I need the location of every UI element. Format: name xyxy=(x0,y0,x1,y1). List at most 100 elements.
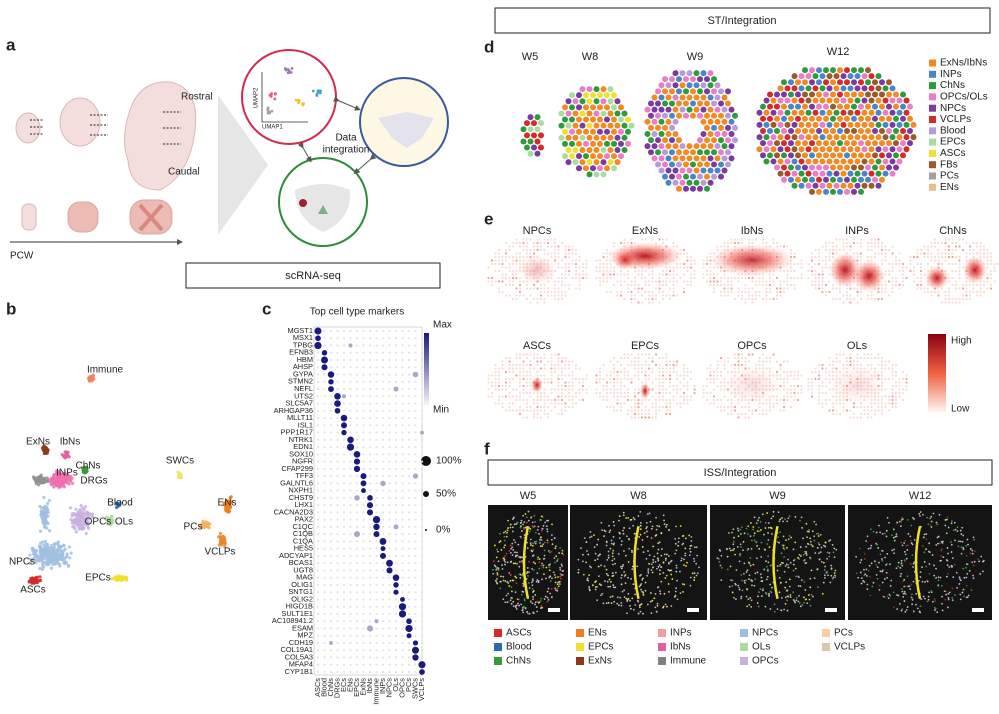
umap-point xyxy=(29,557,33,561)
heat-spot xyxy=(557,377,560,381)
heat-spot xyxy=(536,248,539,252)
grid-dot xyxy=(381,431,385,434)
heat-spot xyxy=(958,245,961,248)
marker-dot xyxy=(353,465,361,473)
grid-dot xyxy=(336,649,339,652)
heat-spot xyxy=(623,391,626,395)
spot xyxy=(819,158,826,165)
heat-spot xyxy=(661,241,665,245)
spot xyxy=(819,73,826,80)
heat-spot xyxy=(686,374,689,377)
heat-spot xyxy=(772,353,775,356)
heat-spot xyxy=(675,280,679,283)
heat-spot xyxy=(515,367,518,370)
heat-spot xyxy=(842,248,845,252)
spot xyxy=(875,134,882,141)
heat-spot xyxy=(585,374,588,377)
heat-spot xyxy=(668,409,672,412)
spot xyxy=(655,124,661,131)
spot xyxy=(704,124,710,131)
grid-dot xyxy=(329,366,333,369)
heat-spot xyxy=(891,245,894,248)
spot xyxy=(875,109,882,116)
grid-dot xyxy=(407,641,411,645)
spot xyxy=(872,152,878,159)
grid-dot xyxy=(368,489,372,492)
spot xyxy=(872,103,878,110)
spot xyxy=(788,103,794,110)
heat-spot xyxy=(497,280,501,283)
heat-spot xyxy=(543,297,546,301)
spot xyxy=(893,152,899,159)
grid-dot xyxy=(349,482,352,485)
spot xyxy=(600,159,607,166)
heat-spot xyxy=(640,238,644,241)
grid-dot xyxy=(401,649,404,652)
heat-spot xyxy=(901,262,905,266)
grid-dot xyxy=(342,344,346,347)
heat-spot xyxy=(515,241,518,245)
spot xyxy=(693,143,700,150)
spot xyxy=(662,124,668,131)
heat-spot xyxy=(751,353,754,356)
heat-spot xyxy=(979,294,982,297)
spot xyxy=(802,67,808,74)
heat-spot xyxy=(553,255,557,259)
umap-point xyxy=(77,521,81,525)
grid-dot xyxy=(329,402,333,405)
heat-spot xyxy=(511,367,515,370)
heat-spot xyxy=(536,241,539,245)
heat-spot xyxy=(951,252,954,255)
spot xyxy=(861,121,868,128)
grid-dot xyxy=(355,525,359,528)
heat-spot xyxy=(744,301,747,304)
heat-spot xyxy=(578,280,581,283)
heat-spot xyxy=(550,381,553,384)
umap-point xyxy=(178,475,182,479)
heat-spot xyxy=(733,238,737,241)
heat-spot xyxy=(901,276,905,280)
heat-spot xyxy=(665,402,668,405)
heat-spot xyxy=(571,405,574,409)
category-label: ASCs xyxy=(313,678,322,697)
heat-spot xyxy=(689,273,693,276)
marker-dot xyxy=(360,480,367,487)
spot xyxy=(569,153,575,160)
heat-spot xyxy=(647,290,651,294)
heat-spot xyxy=(616,360,619,363)
grid-dot xyxy=(342,409,346,412)
grid-dot xyxy=(368,649,372,652)
spot xyxy=(586,171,593,178)
heat-spot xyxy=(898,252,901,255)
heat-spot xyxy=(993,266,996,269)
spot xyxy=(812,109,819,116)
spot xyxy=(798,85,805,92)
grid-dot xyxy=(388,366,391,369)
spot xyxy=(795,91,801,98)
heat-spot xyxy=(737,353,740,356)
heat-spot xyxy=(508,255,511,259)
spot xyxy=(847,134,854,141)
grid-dot xyxy=(388,663,391,666)
legend-swatch xyxy=(929,172,936,180)
spot xyxy=(707,167,714,174)
umap-point xyxy=(76,513,81,517)
heat-spot xyxy=(821,280,824,283)
spot xyxy=(760,152,766,159)
heat-spot xyxy=(501,290,504,294)
heat-spot xyxy=(951,301,954,304)
heat-spot xyxy=(633,388,637,391)
spot xyxy=(826,85,833,92)
heat-spot xyxy=(719,374,723,377)
heat-spot xyxy=(661,356,665,360)
heat-spot xyxy=(793,283,796,287)
heat-spot xyxy=(912,269,916,273)
heat-spot xyxy=(640,409,644,412)
heat-spot xyxy=(719,283,723,287)
marker-dot xyxy=(379,537,387,545)
heat-spot xyxy=(686,269,689,273)
heat-spot xyxy=(765,290,768,294)
grid-dot xyxy=(407,445,411,449)
heat-spot xyxy=(605,381,609,384)
grid-dot xyxy=(375,649,378,652)
